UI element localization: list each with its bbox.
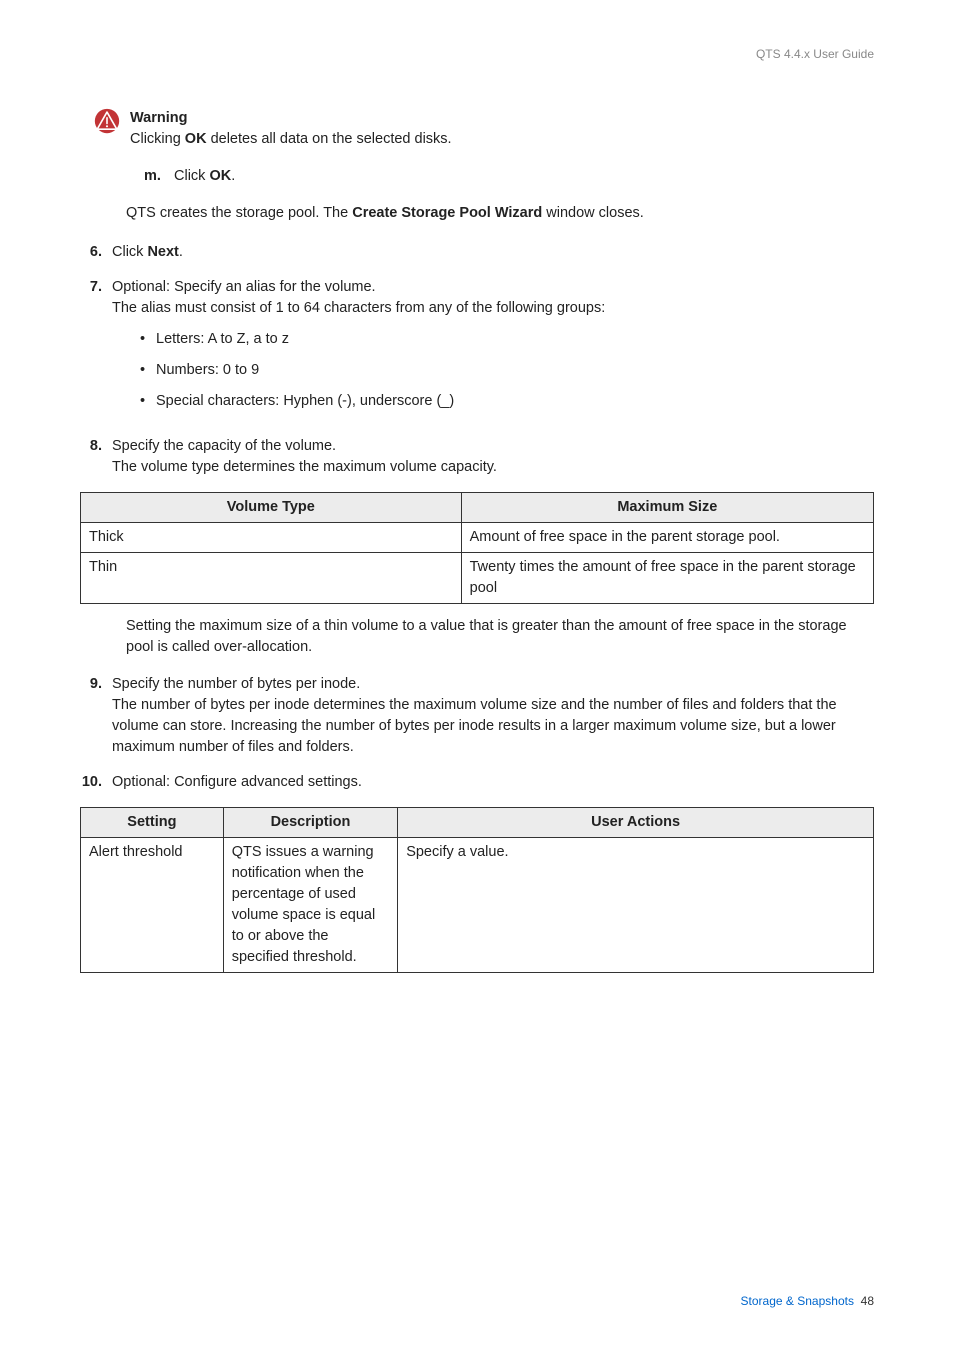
table-header: Maximum Size [461, 493, 873, 523]
volume-type-table: Volume Type Maximum Size Thick Amount of… [80, 492, 874, 604]
table-header: Volume Type [81, 493, 462, 523]
warning-body: Clicking OK deletes all data on the sele… [130, 129, 452, 150]
page-header-title: QTS 4.4.x User Guide [756, 46, 874, 63]
list-item: Special characters: Hyphen (-), undersco… [140, 391, 874, 412]
footer-section: Storage & Snapshots [741, 1294, 854, 1308]
table-header: Description [223, 808, 397, 838]
table-header: User Actions [398, 808, 874, 838]
table-row: Thick Amount of free space in the parent… [81, 523, 874, 553]
step-7: 7. Optional: Specify an alias for the vo… [80, 277, 874, 422]
step-9: 9. Specify the number of bytes per inode… [80, 674, 874, 758]
warning-title: Warning [130, 108, 452, 129]
advanced-settings-table: Setting Description User Actions Alert t… [80, 807, 874, 973]
step-6: 6. Click Next. [80, 242, 874, 263]
table-row: Alert threshold QTS issues a warning not… [81, 838, 874, 973]
page-footer: Storage & Snapshots 48 [741, 1293, 874, 1310]
table-row: Thin Twenty times the amount of free spa… [81, 553, 874, 604]
substep-marker: m. [144, 166, 166, 187]
list-item: Numbers: 0 to 9 [140, 360, 874, 381]
after-table1-text: Setting the maximum size of a thin volum… [126, 616, 874, 658]
step-8: 8. Specify the capacity of the volume. T… [80, 436, 874, 478]
footer-pagenum: 48 [861, 1294, 874, 1308]
list-item: Letters: A to Z, a to z [140, 329, 874, 350]
warning-icon [94, 108, 120, 141]
warning-block: Warning Clicking OK deletes all data on … [94, 108, 874, 150]
step-10: 10. Optional: Configure advanced setting… [80, 772, 874, 793]
substep-m: m. Click OK. [144, 166, 874, 187]
result-text: QTS creates the storage pool. The Create… [126, 203, 874, 224]
table-header: Setting [81, 808, 224, 838]
